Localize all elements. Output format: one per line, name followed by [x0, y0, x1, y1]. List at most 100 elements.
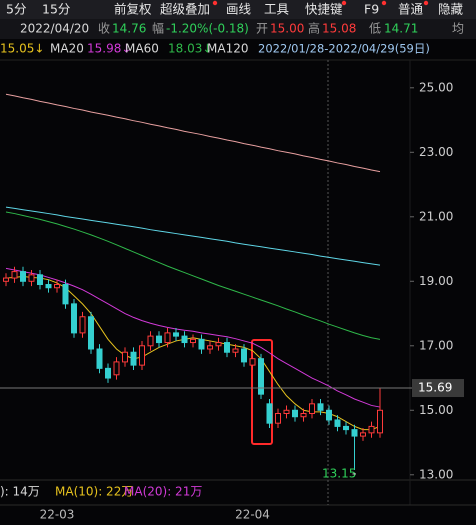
quote-label: 幅 — [152, 21, 164, 36]
candle-body — [71, 303, 77, 334]
candle-body — [317, 403, 324, 411]
candle-body — [326, 409, 332, 421]
toolbar-item[interactable]: 普通 — [398, 2, 424, 17]
toolbar-item[interactable]: 超级叠加 — [160, 2, 210, 17]
toolbar-item[interactable]: 快捷键 — [305, 2, 343, 17]
candle-body — [20, 271, 26, 282]
candle-body — [88, 316, 94, 350]
indicator-label: MA120 — [207, 42, 248, 56]
candle-body — [28, 274, 35, 282]
toolbar-item[interactable]: F9 — [364, 2, 379, 17]
quote-date: 2022/04/20 — [20, 22, 89, 36]
y-tick-label: 15.00 — [419, 403, 453, 417]
candle-body — [54, 284, 60, 289]
candle-body — [343, 425, 349, 431]
highlight-box — [251, 339, 273, 445]
candle-body — [96, 348, 103, 369]
candle-body — [147, 335, 154, 347]
candle-body — [113, 361, 120, 376]
candle-body — [300, 413, 307, 418]
candle-body — [181, 335, 188, 344]
candle-body — [45, 284, 52, 289]
y-tick-label: 23.00 — [419, 145, 453, 159]
candle-body — [164, 332, 171, 344]
badge — [341, 0, 347, 6]
candle-body — [258, 358, 264, 395]
volume-legend: ): 14万 — [0, 485, 40, 499]
price-tag-label: 15.69 — [418, 381, 452, 395]
candle-body — [377, 409, 383, 434]
candle-body — [198, 338, 205, 350]
candle-body — [224, 342, 230, 353]
candle-body — [207, 345, 213, 350]
indicator-label: MA60 — [125, 42, 159, 56]
badge — [423, 0, 429, 6]
candle-body — [292, 409, 298, 418]
y-tick-label: 21.00 — [419, 209, 453, 223]
candle-body — [351, 429, 358, 437]
toolbar-item[interactable]: 工具 — [264, 2, 290, 17]
quote-value: 14.76 — [112, 22, 146, 36]
quote-label: 高 — [308, 21, 320, 36]
low-annotation: 13.15 — [322, 466, 356, 480]
x-tick-label: 22-03 — [40, 508, 75, 522]
ma-line — [5, 267, 381, 408]
candle-body — [173, 332, 179, 337]
candle-body — [360, 432, 366, 437]
toolbar-item[interactable]: 5分 — [6, 2, 26, 17]
quote-label: 均 — [452, 22, 464, 36]
quote-label: 低 — [369, 22, 381, 36]
candle-body — [249, 358, 256, 366]
candle-body — [79, 316, 86, 334]
quote-value: 14.71 — [384, 22, 418, 36]
x-tick-label: 22-04 — [235, 508, 270, 522]
y-tick-label: 25.00 — [419, 80, 453, 94]
quote-label: 收 — [98, 22, 110, 36]
volume-legend: MA(20): 21万 — [124, 485, 202, 499]
quote-value: 15.00 — [270, 22, 304, 36]
candle-body — [37, 274, 43, 286]
candle-body — [266, 403, 273, 424]
badge — [381, 0, 387, 6]
range-label: 2022/01/28-2022/04/29(59日) — [258, 42, 430, 56]
candle-body — [368, 425, 375, 434]
toolbar-item[interactable]: 前复权 — [114, 2, 152, 17]
ma-line — [5, 211, 381, 340]
toolbar-item[interactable]: 15分 — [42, 2, 70, 17]
candle-body — [309, 403, 315, 415]
candle-body — [334, 419, 341, 427]
toolbar-item[interactable]: 画线 — [226, 2, 252, 17]
indicator-value: 18.03↓ — [168, 42, 212, 56]
quote-label: 开 — [256, 22, 268, 36]
candle-body — [232, 348, 239, 353]
candle-body — [139, 345, 145, 366]
candle-body — [105, 367, 111, 379]
y-tick-label: 17.00 — [419, 338, 453, 352]
quote-value: -1.20%(-0.18) — [166, 22, 249, 36]
quote-bar — [0, 19, 476, 39]
candle-body — [62, 284, 69, 305]
candle-body — [122, 351, 128, 363]
candle-body — [3, 277, 9, 282]
candle-body — [130, 351, 137, 366]
candle-body — [275, 413, 281, 424]
candle-body — [283, 409, 290, 415]
candle-body — [11, 271, 18, 279]
indicator-label: MA20 — [50, 42, 84, 56]
candle-body — [156, 335, 162, 344]
quote-value: 15.08 — [322, 22, 356, 36]
indicator-value: 15.98↓ — [87, 42, 131, 56]
price-tag — [412, 379, 464, 398]
y-tick-label: 13.00 — [419, 467, 453, 481]
candle-body — [215, 342, 222, 347]
ma-line — [5, 93, 381, 173]
toolbar — [0, 0, 476, 19]
badge — [212, 0, 218, 6]
indicator-value: 15.05↓ — [0, 42, 44, 56]
volume-legend: MA(10): 22万 — [55, 485, 133, 499]
ma-line — [5, 206, 381, 266]
toolbar-item[interactable]: 隐藏 — [438, 2, 464, 17]
